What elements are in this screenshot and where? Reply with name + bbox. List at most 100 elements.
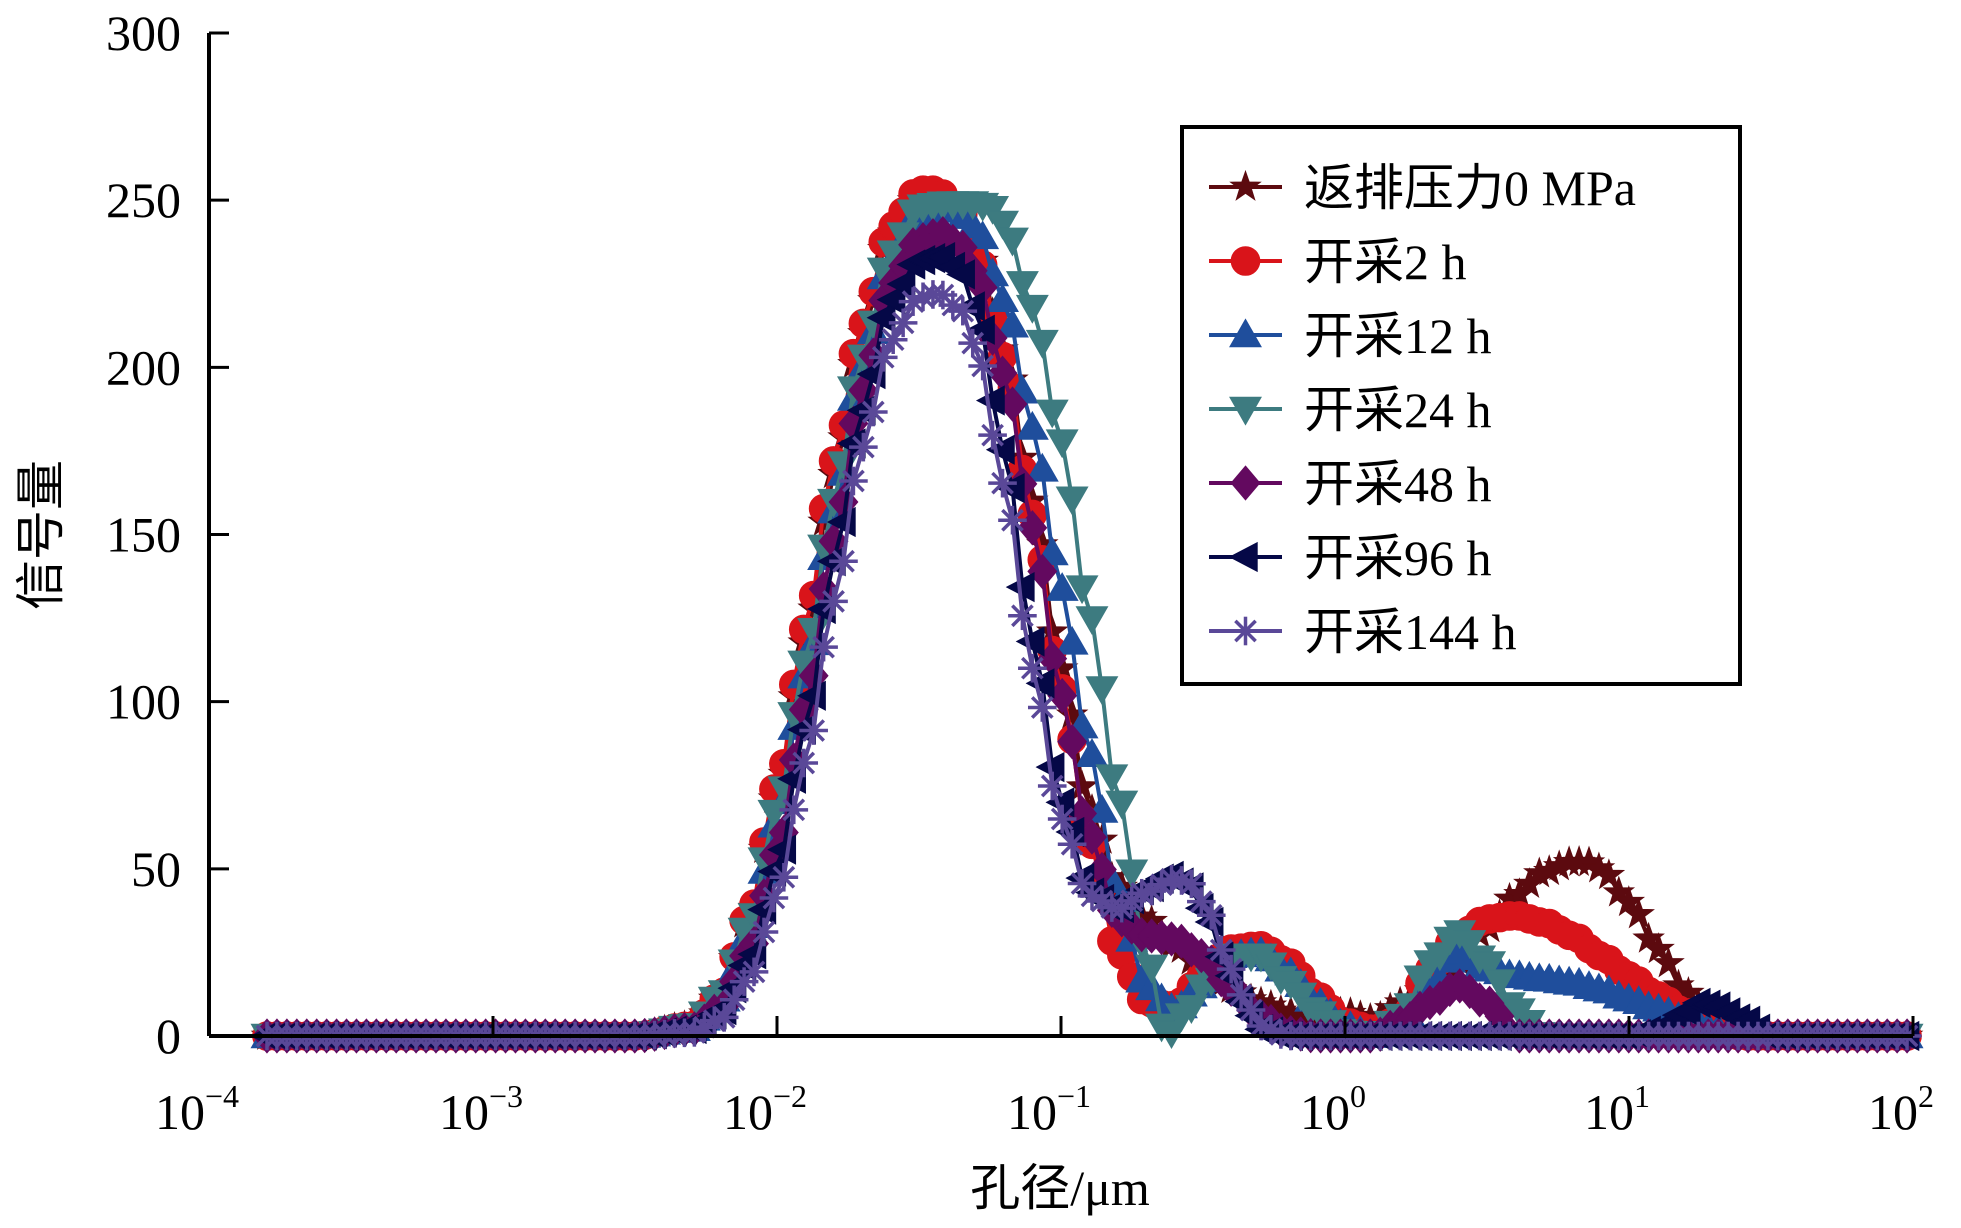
data-point [1612, 885, 1646, 917]
data-point [1115, 859, 1149, 889]
legend-item: 返排压力0 MPa [1209, 160, 1636, 216]
legend-marker-asterisk-icon [1231, 616, 1260, 646]
data-point [1015, 410, 1049, 440]
data-point [988, 468, 1017, 498]
data-point [759, 883, 789, 913]
data-point [829, 546, 858, 576]
x-tick-exponent: −2 [773, 1078, 807, 1114]
data-point [839, 466, 868, 496]
x-tick-label: 10−1 [1007, 1078, 1091, 1140]
legend-item: 开采144 h [1209, 604, 1517, 660]
data-point [1105, 790, 1139, 820]
data-point [1075, 738, 1109, 767]
data-point [1005, 271, 1039, 300]
x-ticks: 10−4 10−3 10−2 10−1 100 101 102 [155, 1016, 1934, 1140]
y-tick-label: 200 [106, 339, 181, 395]
data-point [878, 325, 908, 355]
legend-box [1180, 125, 1742, 686]
data-point [1015, 294, 1049, 324]
data-point [1095, 764, 1129, 794]
data-point [898, 287, 928, 316]
data-point [779, 795, 809, 825]
data-point [1008, 601, 1037, 631]
y-axis-title: 信号量 [13, 460, 69, 610]
data-point [888, 308, 918, 338]
data-point [1057, 723, 1088, 760]
x-tick-exponent: 0 [1350, 1078, 1366, 1114]
x-tick-base: 10 [439, 1084, 489, 1140]
x-tick-base: 10 [723, 1084, 773, 1140]
legend-label: 开采96 h [1304, 530, 1492, 586]
data-point [819, 587, 848, 616]
data-point [1085, 676, 1119, 706]
data-point [789, 748, 819, 778]
data-point [1642, 932, 1675, 964]
legend-label: 开采2 h [1304, 234, 1467, 290]
data-point [1652, 946, 1685, 978]
legend-item: 开采48 h [1209, 456, 1492, 512]
data-point [1174, 995, 1208, 1024]
data-point [1037, 771, 1067, 801]
data-point [998, 505, 1027, 535]
legend-label: 开采48 h [1304, 456, 1492, 512]
data-point [968, 351, 997, 381]
legend-item: 开采2 h [1209, 234, 1467, 290]
data-point [769, 862, 799, 892]
y-tick-label: 150 [106, 507, 181, 563]
data-point [749, 917, 779, 947]
data-point [1018, 653, 1047, 683]
legend-label: 开采144 h [1304, 604, 1517, 660]
data-point [958, 328, 988, 358]
data-point [809, 632, 838, 662]
data-point [948, 296, 978, 326]
legend-marker-triangle-down-icon [1229, 396, 1262, 426]
x-tick-label: 100 [1300, 1078, 1366, 1140]
data-point [886, 268, 916, 300]
data-point [1135, 954, 1169, 984]
y-tick-label: 0 [156, 1008, 181, 1064]
x-tick-label: 101 [1584, 1078, 1650, 1140]
data-point [1027, 693, 1057, 722]
x-tick-base: 10 [1584, 1084, 1634, 1140]
data-point [1025, 329, 1059, 359]
data-point [1065, 575, 1099, 605]
y-tick-label: 250 [106, 172, 181, 228]
data-point [996, 308, 1029, 338]
x-tick-label: 102 [1868, 1078, 1934, 1140]
data-point [976, 195, 1010, 225]
legend-marker-diamond-icon [1230, 465, 1261, 501]
data-point [946, 259, 975, 290]
data-point [1226, 980, 1256, 1010]
x-tick-label: 10−4 [155, 1078, 239, 1140]
data-point [849, 432, 878, 462]
data-point [1045, 429, 1079, 459]
data-point [986, 210, 1019, 240]
data-point [739, 957, 769, 987]
data-point [1025, 452, 1059, 482]
x-tick-label: 10−2 [723, 1078, 807, 1140]
data-point [1055, 486, 1089, 516]
y-tick-label: 300 [106, 5, 181, 61]
data-point [1622, 897, 1655, 929]
x-tick-exponent: −4 [205, 1078, 239, 1114]
data-point [1483, 969, 1516, 999]
data-point [1035, 399, 1069, 429]
data-point [799, 716, 828, 745]
legend-marker-circle-icon [1230, 246, 1261, 276]
y-ticks: 0 50 100 150 200 250 300 [106, 5, 229, 1064]
x-tick-base: 10 [1868, 1084, 1918, 1140]
data-point [1216, 954, 1246, 984]
data-point [1055, 625, 1089, 655]
data-point [1236, 995, 1266, 1025]
data-point [1065, 769, 1099, 801]
legend-marker-star-icon [1229, 169, 1262, 201]
legend-marker-triangle-left-icon [1228, 541, 1258, 573]
data-point [978, 420, 1007, 450]
legend-marker-triangle-up-icon [1229, 318, 1262, 348]
data-point [1453, 930, 1487, 959]
y-tick-label: 50 [131, 841, 181, 897]
data-point [995, 472, 1025, 504]
x-tick-exponent: −3 [489, 1078, 523, 1114]
data-point [1196, 901, 1226, 930]
